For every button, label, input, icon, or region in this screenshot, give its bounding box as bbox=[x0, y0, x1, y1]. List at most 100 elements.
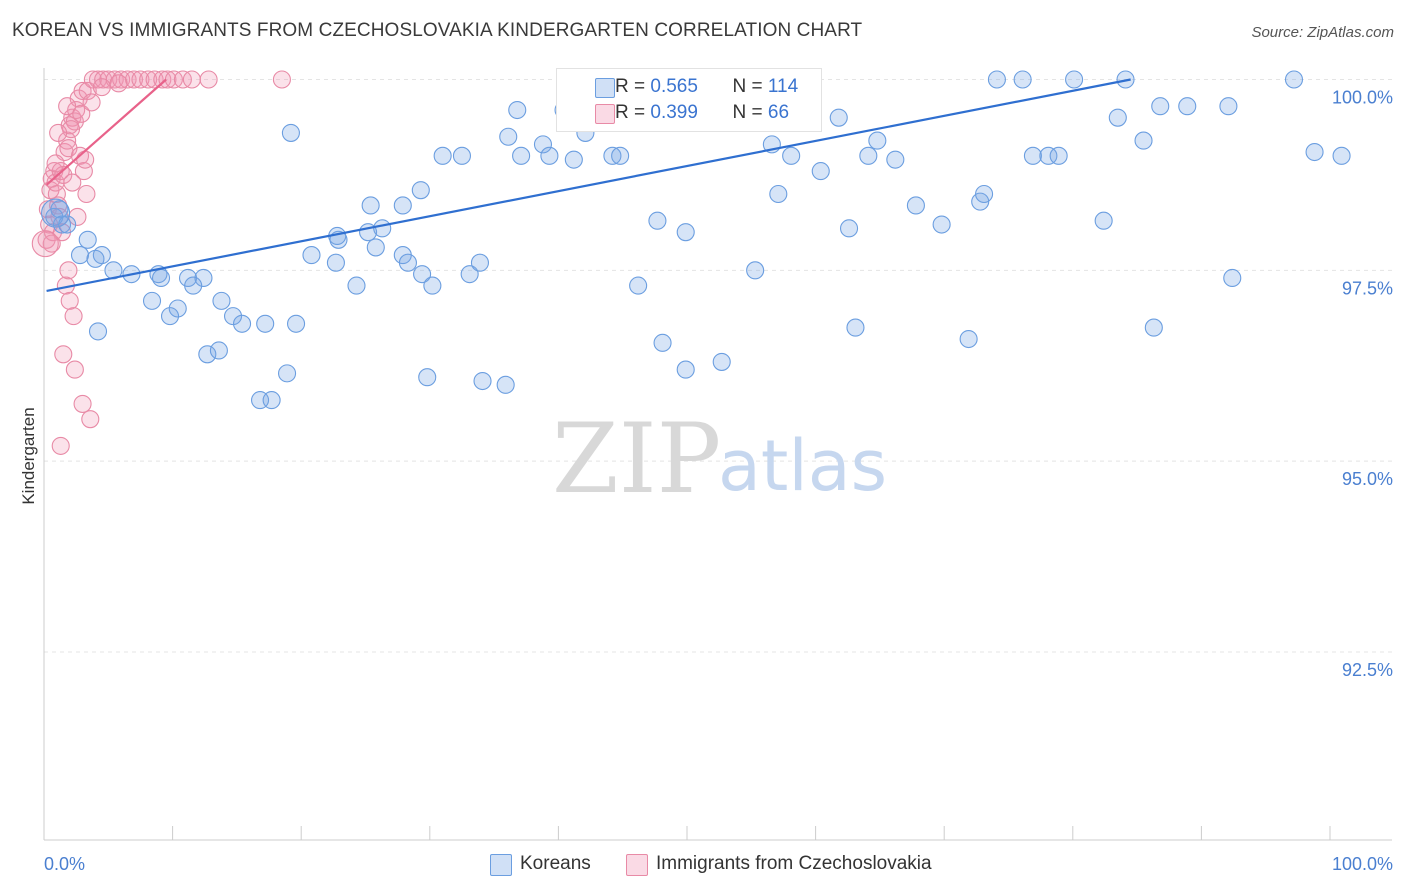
korean-point bbox=[168, 299, 187, 318]
czechoslovakia-point bbox=[58, 97, 77, 116]
korean-point bbox=[1013, 70, 1032, 89]
korean-point bbox=[564, 150, 583, 169]
korean-point bbox=[281, 123, 300, 142]
czechoslovakia-point bbox=[54, 345, 73, 364]
korean-point bbox=[676, 223, 695, 242]
czechoslovakia-point bbox=[118, 70, 137, 89]
korean-point bbox=[347, 276, 366, 295]
czechoslovakia-point bbox=[76, 150, 95, 169]
korean-point bbox=[712, 352, 731, 371]
tick-labels: 92.5% 95.0% 97.5% 100.0% 0.0% 100.0% bbox=[44, 88, 1393, 875]
korean-point bbox=[811, 162, 830, 181]
bottom-legend-label-koreans: Koreans bbox=[520, 853, 591, 874]
korean-point bbox=[287, 314, 306, 333]
korean-point bbox=[262, 391, 281, 410]
korean-point bbox=[361, 196, 380, 215]
korean-point bbox=[1305, 142, 1324, 162]
y-tick-label: 100.0% bbox=[1332, 88, 1393, 108]
czechoslovakia-point bbox=[63, 173, 82, 192]
czechoslovakia-point bbox=[51, 436, 70, 455]
korean-point bbox=[209, 341, 228, 360]
korean-point bbox=[846, 318, 865, 337]
korean-point bbox=[975, 184, 994, 204]
legend-n-label: N = bbox=[732, 102, 763, 123]
korean-point bbox=[508, 100, 527, 120]
korean-point bbox=[423, 276, 442, 295]
korean-point bbox=[433, 146, 452, 165]
korean-point bbox=[373, 219, 392, 238]
legend-n-value: 114 bbox=[767, 76, 799, 97]
czechoslovakia-point bbox=[73, 394, 92, 413]
korean-point bbox=[198, 345, 217, 364]
legend-r-label: R = bbox=[615, 102, 646, 123]
watermark-zip: ZIP bbox=[552, 403, 721, 515]
legend-row-czechoslovakia: R = 0.399 N = 66 bbox=[595, 101, 789, 125]
korean-point bbox=[393, 196, 412, 215]
korean-point bbox=[499, 127, 518, 146]
korean-point bbox=[859, 146, 878, 165]
korean-point bbox=[411, 181, 430, 200]
czechoslovakia-point bbox=[158, 70, 177, 89]
korean-point bbox=[1065, 70, 1084, 89]
korean-point bbox=[184, 276, 203, 295]
korean-point bbox=[302, 246, 321, 265]
korean-point bbox=[151, 268, 171, 288]
czechoslovakia-point bbox=[49, 123, 68, 142]
bottom-legend-czechoslovakia: Immigrants from Czechoslovakia bbox=[626, 852, 932, 876]
korean-point bbox=[906, 196, 925, 215]
korean-point bbox=[1049, 146, 1068, 165]
czechoslovakia-point bbox=[92, 78, 111, 97]
czechoslovakia-point bbox=[145, 70, 164, 89]
korean-point bbox=[886, 150, 905, 169]
czechoslovakia-point bbox=[109, 74, 128, 93]
legend-r-value: 0.399 bbox=[650, 102, 698, 123]
axes bbox=[43, 68, 1392, 841]
korean-point bbox=[460, 265, 479, 284]
czechoslovakia-point bbox=[65, 360, 84, 379]
czechoslovakia-point bbox=[124, 70, 144, 89]
korean-point bbox=[611, 146, 630, 165]
bottom-legend-swatch-blue bbox=[490, 854, 512, 876]
korean-point bbox=[232, 314, 252, 333]
series-czechoslovakia-points bbox=[31, 70, 291, 455]
korean-point bbox=[1108, 108, 1127, 127]
czechoslovakia-point bbox=[42, 234, 61, 253]
korean-point bbox=[52, 215, 72, 234]
legend-n-label: N = bbox=[732, 76, 763, 97]
korean-point bbox=[470, 253, 490, 272]
korean-point-cluster bbox=[41, 198, 71, 228]
czechoslovakia-point bbox=[81, 410, 100, 429]
korean-point bbox=[540, 146, 559, 165]
x-tick-label: 100.0% bbox=[1332, 854, 1393, 874]
korean-point bbox=[452, 146, 472, 165]
czechoslovakia-point bbox=[272, 70, 291, 89]
korean-point bbox=[1144, 318, 1163, 337]
trend-line-koreans bbox=[46, 78, 1131, 293]
korean-point bbox=[603, 146, 622, 165]
chart-title: KOREAN VS IMMIGRANTS FROM CZECHOSLOVAKIA… bbox=[12, 20, 863, 41]
series-koreans-points bbox=[41, 70, 1351, 410]
korean-point bbox=[1284, 70, 1304, 89]
korean-point bbox=[653, 333, 672, 352]
korean-point bbox=[58, 215, 77, 234]
korean-point bbox=[142, 291, 162, 310]
korean-point bbox=[278, 364, 297, 383]
korean-point bbox=[1178, 97, 1197, 116]
bottom-legend-koreans: Koreans bbox=[490, 852, 591, 876]
czechoslovakia-point bbox=[182, 70, 201, 89]
korean-point bbox=[1134, 131, 1153, 150]
czechoslovakia-point bbox=[64, 307, 83, 326]
czechoslovakia-point-cluster bbox=[31, 230, 59, 258]
korean-point bbox=[987, 70, 1006, 89]
korean-point bbox=[829, 108, 848, 127]
czechoslovakia-point bbox=[78, 81, 97, 100]
korean-point bbox=[78, 230, 97, 249]
korean-point bbox=[212, 291, 231, 310]
korean-point bbox=[676, 360, 695, 379]
korean-point bbox=[1151, 97, 1170, 116]
korean-point bbox=[1219, 97, 1238, 116]
korean-point bbox=[496, 375, 515, 394]
legend-row-koreans: R = 0.565 N = 114 bbox=[595, 75, 799, 99]
korean-point bbox=[533, 135, 553, 154]
